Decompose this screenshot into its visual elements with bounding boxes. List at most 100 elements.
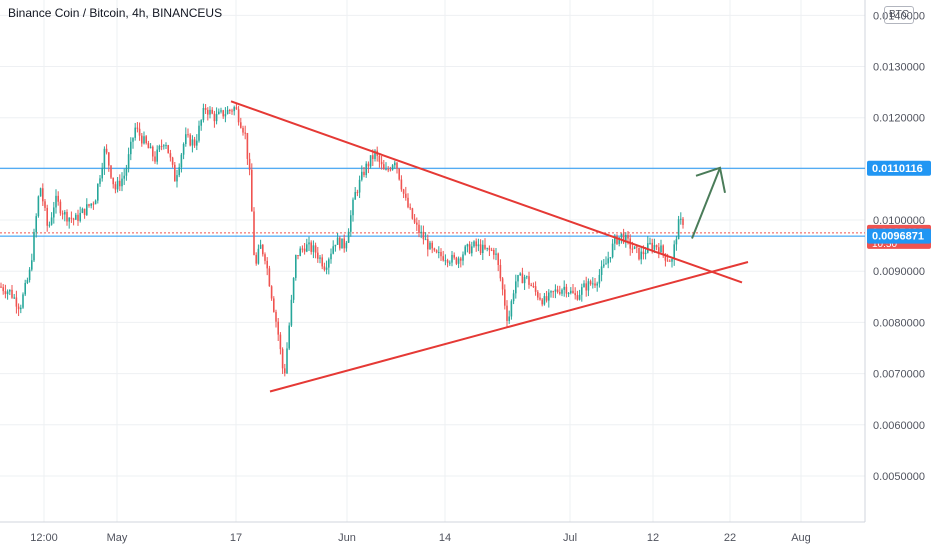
candle-body <box>523 276 526 284</box>
candle-body <box>677 219 680 240</box>
candle-body <box>138 128 141 136</box>
price-label: 0.0096871 <box>872 231 924 243</box>
y-tick-label: 0.0120000 <box>873 113 925 125</box>
candle-body <box>31 260 33 270</box>
candle-body <box>409 207 411 209</box>
candle-body <box>11 289 13 298</box>
candle-body <box>372 155 374 159</box>
candle-body <box>631 248 634 250</box>
candle-body <box>633 246 636 249</box>
candle-body <box>552 291 554 293</box>
candle-body <box>163 145 165 147</box>
candle-body <box>607 258 609 264</box>
candle-body <box>350 215 352 232</box>
candle-body <box>35 216 37 233</box>
candle-body <box>446 260 449 263</box>
candle-body <box>490 249 493 251</box>
currency-badge[interactable]: BTC <box>884 6 914 24</box>
candle-body <box>493 249 495 255</box>
candle-body <box>64 211 66 215</box>
x-tick-label: Jul <box>563 532 577 544</box>
candle-body <box>537 291 539 298</box>
candle-body <box>563 286 565 290</box>
candle-body <box>141 135 143 144</box>
candle-body <box>72 218 75 220</box>
candle-body <box>526 276 528 278</box>
candle-body <box>134 127 136 138</box>
candle-body <box>611 243 614 258</box>
candle-body <box>413 218 416 223</box>
candle-body <box>136 127 139 129</box>
candle-body <box>268 268 271 287</box>
candle-body <box>196 140 198 146</box>
candle-body <box>202 108 205 121</box>
candle-body <box>233 107 235 112</box>
candle-body <box>149 146 152 149</box>
x-tick-label: May <box>107 532 128 544</box>
candle-body <box>647 243 649 253</box>
candle-body <box>402 189 405 194</box>
candle-body <box>488 247 491 250</box>
candle-body <box>187 134 189 136</box>
price-label-bg <box>867 228 931 244</box>
candle-body <box>451 254 453 263</box>
candle-body <box>618 237 620 244</box>
candle-body <box>55 195 57 208</box>
candle-body <box>385 169 387 171</box>
candle-body <box>213 113 216 122</box>
candle-body <box>512 293 515 302</box>
candle-body <box>68 217 70 222</box>
candle-body <box>257 248 260 264</box>
candle-body <box>347 231 350 243</box>
candle-body <box>121 178 123 187</box>
candle-body <box>97 183 99 201</box>
candle-body <box>240 122 242 128</box>
candle-body <box>341 238 343 249</box>
candle-body <box>114 184 117 190</box>
candle-body <box>559 292 561 294</box>
candle-body <box>614 235 616 244</box>
candle-body <box>407 197 409 208</box>
candle-body <box>81 208 84 213</box>
candle-body <box>218 111 220 115</box>
candle-body <box>77 214 79 221</box>
candle-body <box>330 253 332 260</box>
candle-body <box>262 244 264 255</box>
candle-body <box>273 298 275 312</box>
candle-body <box>387 169 389 171</box>
candle-body <box>378 155 381 162</box>
candle-body <box>429 242 431 250</box>
candle-body <box>99 178 101 184</box>
candle-body <box>462 254 464 261</box>
candle-body <box>165 145 167 147</box>
candle-body <box>0 286 2 288</box>
candle-body <box>556 289 559 293</box>
candle-body <box>609 257 612 259</box>
candle-body <box>506 305 508 321</box>
candle-body <box>237 109 240 123</box>
candle-body <box>460 258 462 261</box>
candle-body <box>497 253 499 265</box>
candle-body <box>682 218 684 225</box>
candle-body <box>6 291 9 295</box>
candle-body <box>105 148 108 153</box>
candle-body <box>44 201 46 208</box>
candle-body <box>576 295 579 300</box>
candle-body <box>548 292 550 301</box>
candle-body <box>86 204 88 215</box>
candle-body <box>125 168 128 176</box>
candle-body <box>675 239 678 245</box>
candle-body <box>510 301 513 317</box>
candle-body <box>664 253 667 261</box>
candle-body <box>332 246 334 254</box>
candle-body <box>22 294 24 308</box>
candle-body <box>147 143 150 149</box>
candle-body <box>394 162 396 166</box>
candle-body <box>363 171 365 176</box>
candle-body <box>578 294 581 300</box>
forecast-arrow-head <box>695 166 726 194</box>
candle-body <box>424 239 427 241</box>
candle-body <box>589 281 592 285</box>
